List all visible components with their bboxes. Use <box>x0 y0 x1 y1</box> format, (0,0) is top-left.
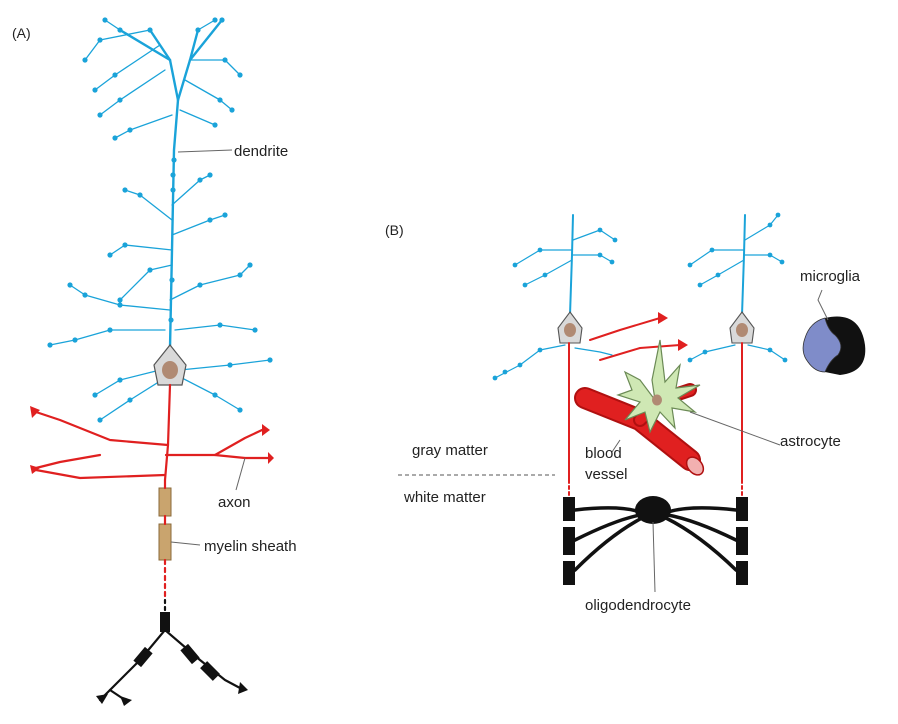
oligodendrocyte-label: oligodendrocyte <box>585 597 691 614</box>
panel-a-label: (A) <box>12 25 31 41</box>
panel-b-label: (B) <box>385 222 404 238</box>
blood-label: blood <box>585 445 622 462</box>
gray-matter-neuron-right <box>687 212 788 496</box>
myelin-sheath-label: myelin sheath <box>204 538 297 555</box>
microglia-label: microglia <box>800 268 861 285</box>
gray-matter-label: gray matter <box>412 442 488 459</box>
panel-a-neuron: dendrite axon myelin sheath <box>30 17 297 706</box>
white-matter-label: white matter <box>403 489 486 506</box>
axon <box>34 383 270 482</box>
vessel-label: vessel <box>585 466 628 483</box>
apical-dendrite <box>118 18 224 350</box>
gray-matter-neuron-left <box>492 214 618 496</box>
nucleus <box>162 361 178 379</box>
crossing-axons <box>589 317 681 361</box>
microglia <box>802 316 866 375</box>
oligodendrocyte <box>563 496 748 593</box>
astrocyte <box>616 339 701 434</box>
astrocyte-label: astrocyte <box>780 433 841 450</box>
dendritic-spines <box>47 17 273 423</box>
axon-label: axon <box>218 494 251 511</box>
axon-terminals <box>30 406 274 474</box>
dendrite-label: dendrite <box>234 143 288 160</box>
soma <box>153 344 187 386</box>
